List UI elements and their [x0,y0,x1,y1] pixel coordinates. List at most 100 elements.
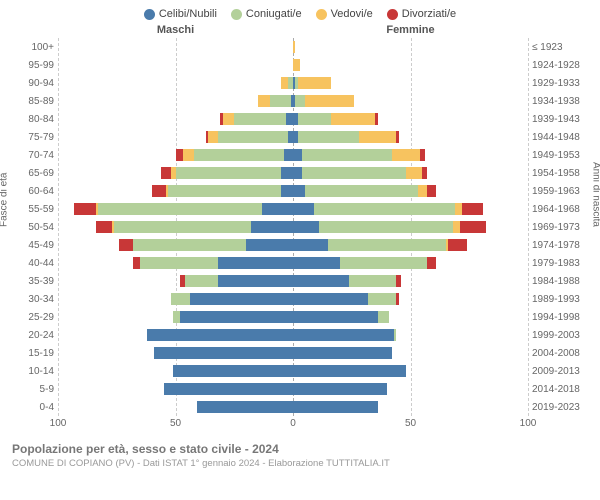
bar-segment-married [234,113,286,125]
bar-row [58,362,293,380]
age-label: 30-34 [10,290,54,308]
year-label: 1984-1988 [532,272,590,290]
bar-segment-married [218,131,289,143]
bar-row [58,56,293,74]
bar-segment-single [246,239,293,251]
female-header: Femmine [293,24,528,36]
bar-row [58,290,293,308]
year-label: 1989-1993 [532,290,590,308]
bar-segment-divorced [448,239,467,251]
bar-segment-divorced [375,113,377,125]
bar-segment-married [368,293,396,305]
bar-row [58,200,293,218]
bar-segment-married [194,149,283,161]
bar-segment-divorced [396,293,398,305]
bar-segment-widowed [331,113,376,125]
x-tick-label: 50 [170,418,181,429]
bar-segment-married [302,167,405,179]
bar-segment-divorced [420,149,425,161]
legend-label: Celibi/Nubili [159,8,217,20]
column-headers: Maschi Femmine [10,24,590,36]
grid-line [528,38,529,416]
year-label: ≤ 1923 [532,38,590,56]
bar-segment-widowed [258,95,270,107]
bar-segment-divorced [176,149,183,161]
bar-segment-widowed [293,59,300,71]
bar-row [293,92,528,110]
bar-row [293,272,528,290]
bar-segment-single [293,257,340,269]
footer: Popolazione per età, sesso e stato civil… [10,442,590,469]
bar-row [58,344,293,362]
bar-segment-single [293,167,302,179]
male-bars [58,38,293,416]
bar-segment-single [293,347,392,359]
bar-segment-single [293,221,319,233]
bar-segment-single [173,365,293,377]
bar-row [58,110,293,128]
bar-segment-divorced [396,275,401,287]
bar-segment-single [293,311,378,323]
age-label: 40-44 [10,254,54,272]
bar-row [58,128,293,146]
bar-segment-widowed [453,221,460,233]
age-label: 90-94 [10,74,54,92]
bar-segment-single [293,275,349,287]
bar-segment-divorced [396,131,398,143]
y-axis-left-title: Fasce di età [0,173,10,227]
bar-segment-single [180,311,293,323]
bar-segment-single [293,203,314,215]
legend-item: Celibi/Nubili [144,8,217,20]
bar-segment-divorced [152,185,166,197]
age-label: 85-89 [10,92,54,110]
age-label: 70-74 [10,146,54,164]
bar-segment-divorced [96,221,112,233]
bar-segment-single [218,257,293,269]
bar-segment-married [340,257,427,269]
bar-segment-single [293,365,406,377]
bar-segment-divorced [422,167,427,179]
bar-segment-divorced [161,167,170,179]
bar-segment-married [302,149,391,161]
bar-row [58,398,293,416]
bar-segment-divorced [427,185,436,197]
bar-segment-single [262,203,293,215]
bar-row [293,110,528,128]
legend: Celibi/NubiliConiugati/eVedovi/eDivorzia… [10,8,590,20]
bar-segment-widowed [183,149,195,161]
bar-row [58,380,293,398]
bar-segment-married [168,185,281,197]
age-label: 50-54 [10,218,54,236]
bar-row [293,38,528,56]
year-label: 1994-1998 [532,308,590,326]
legend-swatch [144,9,155,20]
age-label: 0-4 [10,398,54,416]
age-label: 45-49 [10,236,54,254]
bar-row [58,164,293,182]
x-tick-label: 50 [405,418,416,429]
bar-segment-widowed [455,203,462,215]
y-axis-right-title: Anni di nascita [591,162,600,227]
bar-segment-single [281,167,293,179]
bar-segment-single [218,275,293,287]
bar-row [293,326,528,344]
bar-segment-married [305,185,418,197]
legend-item: Vedovi/e [316,8,373,20]
bar-segment-single [293,239,328,251]
bar-row [293,146,528,164]
bar-segment-single [293,293,368,305]
year-label: 1924-1928 [532,56,590,74]
legend-label: Coniugati/e [246,8,302,20]
bar-row [293,236,528,254]
bar-row [58,38,293,56]
bar-segment-single [147,329,293,341]
year-label: 1954-1958 [532,164,590,182]
legend-item: Coniugati/e [231,8,302,20]
year-label: 1959-1963 [532,182,590,200]
bar-segment-divorced [460,221,486,233]
year-label: 1979-1983 [532,254,590,272]
age-label: 55-59 [10,200,54,218]
bar-segment-widowed [359,131,397,143]
bar-row [58,236,293,254]
bar-segment-married [328,239,446,251]
